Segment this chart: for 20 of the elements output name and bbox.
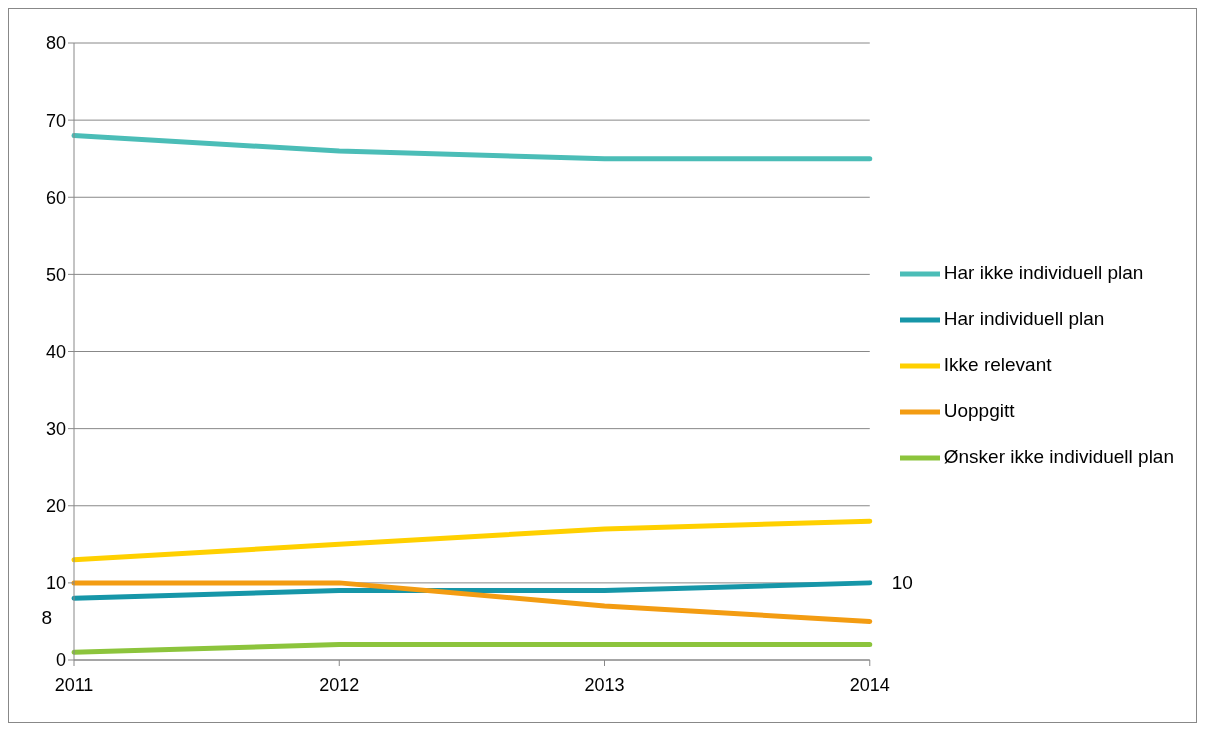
- legend-label: Uoppgitt: [943, 399, 1015, 421]
- legend-label: Ønsker ikke individuell plan: [943, 445, 1174, 467]
- x-tick-label: 2013: [584, 674, 625, 695]
- y-tick-label: 80: [45, 33, 66, 54]
- y-tick-label: 50: [45, 264, 66, 285]
- y-tick-label: 40: [45, 341, 66, 362]
- y-tick-label: 0: [55, 650, 66, 671]
- data-label: 10: [891, 571, 913, 593]
- y-tick-label: 60: [45, 187, 66, 208]
- x-tick-label: 2014: [849, 674, 890, 695]
- y-tick-label: 30: [45, 419, 66, 440]
- legend-label: Har ikke individuell plan: [943, 261, 1144, 283]
- y-tick-label: 70: [45, 110, 66, 131]
- y-tick-label: 10: [45, 573, 66, 594]
- x-tick-label: 2012: [319, 674, 360, 695]
- y-tick-label: 20: [45, 496, 66, 517]
- legend-label: Ikke relevant: [943, 353, 1052, 375]
- x-tick-label: 2011: [54, 674, 94, 695]
- legend-label: Har individuell plan: [943, 307, 1105, 329]
- data-label: 8: [41, 607, 52, 629]
